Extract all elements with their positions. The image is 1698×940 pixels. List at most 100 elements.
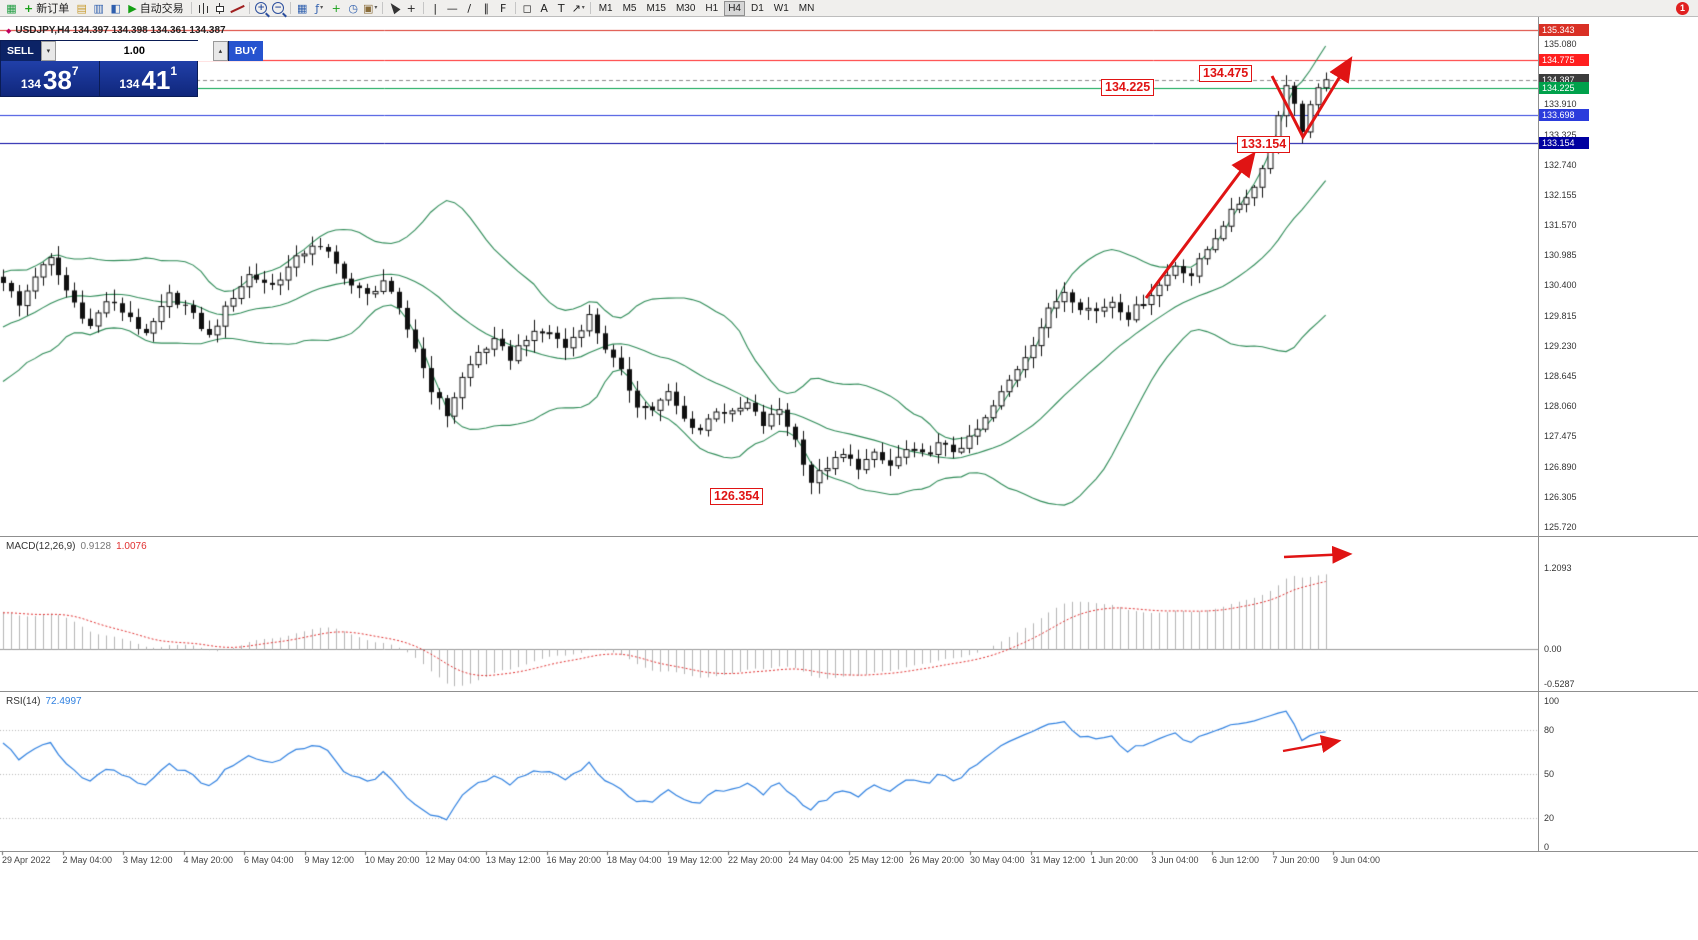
volume-input[interactable] (55, 41, 213, 61)
sell-button[interactable]: SELL (1, 41, 41, 61)
time-tick: 22 May 20:00 (728, 855, 783, 865)
templates-icon[interactable]: ▣ ▾ (362, 1, 378, 15)
timeframe-mn[interactable]: MN (795, 1, 819, 16)
shapes-icon[interactable]: ◻ (519, 1, 536, 16)
price-tick: 126.890 (1544, 461, 1577, 472)
toolbar-separator (248, 2, 250, 14)
price-callout[interactable]: 134.475 (1199, 65, 1253, 82)
time-tick: 10 May 20:00 (365, 855, 420, 865)
autotrade-button[interactable]: ▶ 自动交易 (124, 1, 187, 16)
cursor-icon[interactable] (386, 0, 403, 16)
price-chart-canvas[interactable] (0, 17, 1538, 870)
label-icon[interactable]: T (553, 1, 570, 16)
axis-separator (0, 851, 1698, 852)
time-tick: 16 May 20:00 (546, 855, 602, 865)
time-tick: 30 May 04:00 (970, 855, 1025, 865)
price-marker: 133.154 (1539, 137, 1589, 150)
macd-label: MACD(12,26,9) 0.9128 1.0076 (6, 541, 147, 552)
line-chart-icon-glyph (231, 3, 244, 14)
macd-name: MACD(12,26,9) (6, 541, 76, 552)
sell-price[interactable]: 134 38 7 (1, 61, 99, 96)
price-tick: 127.475 (1544, 431, 1577, 442)
arrows-icon[interactable]: ↗ ▾ (571, 1, 585, 15)
price-scale[interactable]: 135.080 133.910 133.325 132.740 132.155 131.5… (1538, 17, 1698, 868)
vertical-line-icon[interactable]: | (427, 1, 444, 16)
price-tick: 130.985 (1544, 250, 1577, 261)
line-chart-icon[interactable] (229, 1, 246, 16)
time-tick: 7 Jun 20:00 (1272, 855, 1320, 865)
timeframe-m1[interactable]: M1 (595, 1, 617, 16)
timeframe-w1[interactable]: W1 (770, 1, 793, 16)
price-tick: 133.910 (1544, 99, 1577, 110)
scale-separator (1538, 17, 1539, 851)
time-tick: 6 May 04:00 (244, 855, 294, 865)
data-window-icon[interactable]: ▥ (90, 1, 107, 16)
time-tick: 12 May 04:00 (425, 855, 481, 865)
text-icon[interactable]: A (536, 1, 553, 16)
time-tick: 3 May 12:00 (123, 855, 173, 865)
price-tick: 129.230 (1544, 340, 1577, 351)
horizontal-line-icon[interactable]: — (444, 1, 461, 16)
candlestick-chart-icon[interactable] (212, 1, 229, 16)
bar-chart-icon[interactable] (195, 1, 212, 16)
trendline-icon[interactable]: / (461, 1, 478, 16)
rsi-tick: 100 (1544, 696, 1560, 706)
chart-window: ◆ USDJPY,H4 134.397 134.398 134.361 134.… (0, 17, 1698, 940)
zoom-in-icon-glyph: + (255, 2, 268, 14)
timeframe-h4[interactable]: H4 (724, 0, 745, 16)
autotrade-button-icon: ▶ (128, 1, 137, 15)
new-order-button[interactable]: + 新订单 (20, 1, 73, 16)
tile-windows-icon[interactable]: ▦ (294, 1, 311, 16)
price-tick: 126.305 (1544, 491, 1577, 502)
price-tick: 125.720 (1544, 521, 1577, 532)
panel-separator[interactable] (0, 536, 1698, 537)
macd-value-signal: 1.0076 (116, 541, 147, 552)
rsi-value: 72.4997 (45, 696, 82, 707)
timeframe-d1[interactable]: D1 (747, 1, 768, 16)
price-callout[interactable]: 134.225 (1101, 79, 1155, 96)
buy-price-big: 41 (141, 65, 171, 95)
panel-separator[interactable] (0, 691, 1698, 692)
zoom-in-icon[interactable]: + (253, 1, 270, 16)
rsi-tick: 20 (1544, 812, 1555, 823)
timeframe-h1[interactable]: H1 (701, 1, 722, 16)
time-tick: 31 May 12:00 (1030, 855, 1086, 865)
buy-price[interactable]: 134 41 1 (98, 61, 198, 96)
new-order-button-icon: + (24, 1, 34, 15)
time-tick: 2 May 04:00 (62, 855, 113, 865)
fibonacci-icon[interactable]: F (495, 1, 512, 16)
time-tick: 19 May 12:00 (667, 855, 723, 865)
time-tick: 4 May 20:00 (183, 855, 234, 865)
time-axis[interactable]: 29 Apr 2022 2 May 04:00 3 May 12:00 4 May 2… (0, 851, 1538, 869)
price-callout[interactable]: 133.154 (1237, 136, 1291, 153)
volume-box: ▾ ▴ (40, 41, 228, 61)
buy-price-prefix: 134 (119, 77, 140, 91)
timeframe-m30[interactable]: M30 (672, 1, 699, 16)
price-tick: 131.570 (1544, 220, 1577, 231)
timeframe-m5[interactable]: M5 (619, 1, 641, 16)
indicators-icon[interactable]: ƒ ▾ (311, 1, 328, 16)
price-marker: 134.775 (1539, 53, 1589, 66)
buy-button[interactable]: BUY (227, 41, 264, 61)
volume-increase-button[interactable]: ▴ (212, 41, 228, 61)
new-order-button-label: 新订单 (36, 3, 70, 15)
timeframe-m15[interactable]: M15 (643, 1, 670, 16)
toolbar-items: ▦ + 新订单 ▤ ▥ ◧ ▶ 自动交易 + − ▦ ƒ ▾ + ◷ ▣ ▾ + | — / ∥ F ◻ A T ↗ ▾ M1 M5 M15… (3, 0, 819, 16)
new-chart-icon[interactable]: ▦ (3, 1, 20, 16)
volume-decrease-button[interactable]: ▾ (40, 41, 56, 61)
time-tick: 25 May 12:00 (849, 855, 904, 865)
add-indicator-icon[interactable]: + (328, 1, 345, 16)
macd-tick: 0.00 (1544, 643, 1562, 654)
buy-price-sup: 1 (170, 64, 178, 78)
sell-price-sup: 7 (71, 64, 79, 78)
navigator-icon[interactable]: ◧ (107, 1, 124, 16)
cycles-icon[interactable]: ◷ (345, 1, 362, 16)
crosshair-icon[interactable]: + (403, 1, 420, 16)
price-tick: 129.815 (1544, 310, 1577, 321)
price-callout[interactable]: 126.354 (710, 488, 764, 505)
market-watch-icon[interactable]: ▤ (73, 1, 90, 16)
toolbar-separator (422, 2, 424, 14)
notification-badge[interactable]: 1 (1676, 1, 1689, 15)
channel-icon[interactable]: ∥ (478, 1, 495, 16)
zoom-out-icon[interactable]: − (270, 1, 287, 16)
